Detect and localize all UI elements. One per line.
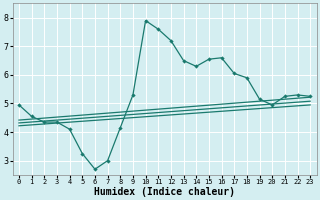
X-axis label: Humidex (Indice chaleur): Humidex (Indice chaleur) bbox=[94, 186, 235, 197]
